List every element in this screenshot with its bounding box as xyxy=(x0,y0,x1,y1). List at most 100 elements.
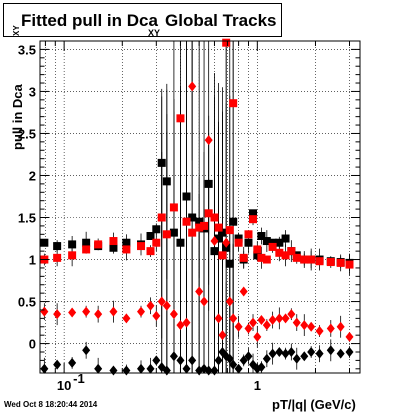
data-point-square xyxy=(195,217,204,226)
data-point-square xyxy=(200,221,209,230)
data-point-square xyxy=(188,228,197,237)
data-point-diamond xyxy=(268,348,277,359)
data-point-square xyxy=(218,228,227,237)
data-point-square xyxy=(275,248,284,257)
data-point-diamond xyxy=(109,306,118,317)
data-point-diamond xyxy=(162,300,171,311)
data-point-diamond xyxy=(244,323,253,334)
y-axis-label-subscript: XY xyxy=(12,25,21,36)
x-tick-label: 10 xyxy=(57,378,71,393)
data-point-diamond xyxy=(275,313,284,324)
data-point-diamond xyxy=(122,313,131,324)
data-point-square xyxy=(152,238,161,247)
data-point-diamond xyxy=(292,317,301,328)
data-point-square xyxy=(275,238,284,247)
data-point-diamond xyxy=(188,81,197,92)
data-point-square xyxy=(268,238,277,247)
data-point-diamond xyxy=(182,363,191,374)
data-point-diamond xyxy=(234,321,243,332)
data-point-square xyxy=(137,242,146,251)
data-point-diamond xyxy=(68,307,77,318)
data-point-square xyxy=(222,243,231,252)
data-point-diamond xyxy=(182,317,191,328)
data-point-square xyxy=(188,213,197,222)
y-axis-label-text: pull in Dca xyxy=(10,84,25,150)
chart-title-tail: Global Tracks xyxy=(165,11,277,30)
data-point-square xyxy=(287,247,296,256)
axis-ticks xyxy=(40,41,360,373)
data-point-diamond xyxy=(315,325,324,336)
data-point-diamond xyxy=(169,309,178,320)
data-point-diamond xyxy=(307,321,316,332)
data-point-square xyxy=(225,226,234,235)
data-point-square xyxy=(204,209,213,218)
data-point-diamond xyxy=(157,296,166,307)
plot-frame xyxy=(39,40,361,374)
data-point-square xyxy=(146,247,155,256)
data-point-diamond xyxy=(82,345,91,356)
data-point-square xyxy=(249,215,258,224)
data-point-diamond xyxy=(195,286,204,297)
data-point-square xyxy=(68,251,77,260)
x-tick-label: 1 xyxy=(254,378,261,393)
data-point-square xyxy=(234,238,243,247)
data-point-diamond xyxy=(214,313,223,324)
data-point-square xyxy=(336,258,345,267)
data-point-diamond xyxy=(287,309,296,320)
data-point-square xyxy=(225,259,234,268)
data-point-diamond xyxy=(287,346,296,357)
data-point-diamond xyxy=(300,320,309,331)
data-point-square xyxy=(249,209,258,218)
data-point-diamond xyxy=(300,351,309,362)
data-point-diamond xyxy=(53,359,62,370)
data-point-diamond xyxy=(218,330,227,341)
data-point-diamond xyxy=(239,355,248,366)
data-point-diamond xyxy=(239,286,248,297)
data-point-diamond xyxy=(225,353,234,364)
data-point-square xyxy=(222,38,231,47)
data-point-square xyxy=(257,231,266,240)
data-point-square xyxy=(214,234,223,243)
data-point-diamond xyxy=(94,309,103,320)
y-tick-label: 1.5 xyxy=(18,211,36,226)
data-point-square xyxy=(182,192,191,201)
data-point-diamond xyxy=(307,346,316,357)
timestamp: Wed Oct 8 18:20:44 2014 xyxy=(4,400,98,409)
data-point-diamond xyxy=(152,355,161,366)
data-point-diamond xyxy=(176,355,185,366)
data-point-diamond xyxy=(345,331,354,342)
data-point-diamond xyxy=(249,317,258,328)
data-point-square xyxy=(345,260,354,269)
data-point-diamond xyxy=(176,320,185,331)
data-point-diamond xyxy=(229,359,238,370)
data-point-diamond xyxy=(257,315,266,326)
data-point-square xyxy=(204,179,213,188)
data-point-diamond xyxy=(292,353,301,364)
data-point-square xyxy=(315,257,324,266)
data-point-diamond xyxy=(244,351,253,362)
data-point-diamond xyxy=(326,345,335,356)
data-point-diamond xyxy=(94,363,103,374)
data-point-square xyxy=(262,237,271,246)
data-point-diamond xyxy=(336,348,345,359)
y-tick-label: 2.5 xyxy=(18,126,36,141)
data-point-square xyxy=(157,213,166,222)
data-point-square xyxy=(53,242,62,251)
data-point-square xyxy=(210,213,219,222)
data-point-diamond xyxy=(204,135,213,146)
data-point-diamond xyxy=(188,355,197,366)
data-point-diamond xyxy=(169,351,178,362)
data-point-square xyxy=(162,230,171,239)
data-point-diamond xyxy=(262,320,271,331)
chart-title-subscript: XY xyxy=(148,28,161,38)
data-point-square xyxy=(281,234,290,243)
y-tick-label: 1 xyxy=(29,253,36,268)
data-point-diamond xyxy=(253,331,262,342)
data-point-square xyxy=(109,237,118,246)
data-point-diamond xyxy=(275,346,284,357)
data-point-square xyxy=(257,253,266,262)
data-point-diamond xyxy=(225,296,234,307)
data-point-square xyxy=(53,253,62,262)
chart-title: Fitted pull in Dca xyxy=(21,11,158,30)
data-point-square xyxy=(253,251,262,260)
